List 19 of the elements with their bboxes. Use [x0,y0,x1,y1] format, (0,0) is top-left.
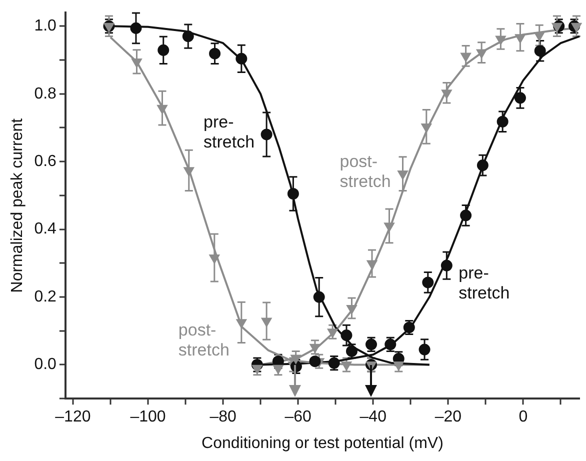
series-label: post-stretch [340,152,391,191]
x-tick-label: –60 [284,408,312,426]
y-tick-label: 1.0 [34,18,57,35]
series-label: post-stretch [178,320,230,360]
x-axis-title: Conditioning or test potential (mV) [202,434,444,452]
y-tick-label: 0.6 [34,152,57,170]
y-tick-label: 0.2 [34,288,57,306]
x-tick-label: 0 [518,408,528,426]
series-label: pre-stretch [204,112,255,152]
y-tick-label: 0.4 [34,220,57,238]
x-tick-label: –80 [210,408,236,426]
y-tick-label: 0.8 [34,85,57,102]
y-axis-title: Normalized peak current [9,118,26,293]
x-tick-label: –100 [130,408,166,426]
y-tick-label: 0.0 [34,356,57,374]
x-tick-label: –20 [434,408,462,426]
series-label: pre-stretch [458,264,510,303]
x-tick-label: –40 [360,408,387,426]
x-tick-label: –120 [55,408,91,426]
